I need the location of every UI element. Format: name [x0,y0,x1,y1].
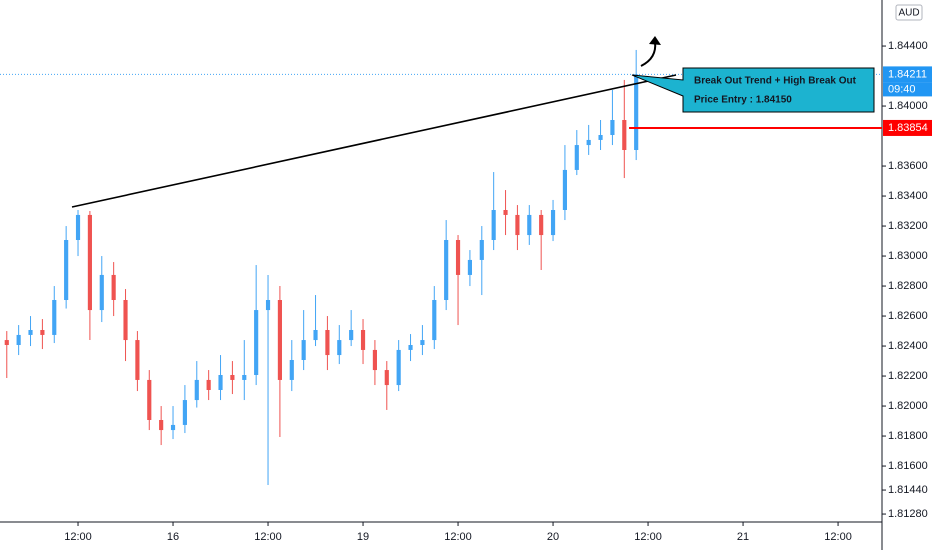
candle-body [349,330,354,341]
candle-body [444,240,449,300]
y-tick-label: 1.83400 [888,190,928,202]
candle-body [408,345,413,350]
candle-body [301,340,306,360]
candle-body [598,135,603,140]
last-price-label: 1.84211 [888,68,927,80]
x-tick-label: 21 [737,531,749,543]
candle-body [40,330,45,335]
candle-body [159,420,164,431]
x-tick-label: 19 [357,531,369,543]
candle-body [242,375,247,380]
candle-body [170,424,176,431]
candle-body [372,349,377,371]
candle-body [562,169,567,210]
candle-body [432,300,437,341]
countdown-box [883,82,932,97]
y-tick-label: 1.81440 [888,484,928,496]
candle-body [337,340,342,356]
candle-body [420,340,425,345]
candle-body [550,210,556,236]
candle-body [75,214,81,240]
candle-body [360,330,366,350]
candle-body [64,240,69,300]
candle-body [491,210,496,240]
candle-body [289,360,294,380]
candle-body [99,274,104,311]
y-tick-label: 1.83000 [888,250,928,262]
candle-body [123,300,128,341]
candle-body [634,74,639,150]
candle-body [503,210,508,215]
y-tick-label: 1.81600 [888,460,928,472]
annotation-text: Price Entry : 1.84150 [694,95,792,106]
candle-body [325,330,330,356]
candle-body [622,120,627,150]
candle-body [384,370,389,386]
candle-body [539,214,544,236]
candle-body [610,120,615,135]
candle-body [313,330,318,341]
annotation-callout [631,67,875,113]
candle-body [254,310,259,375]
candle-body [396,349,401,386]
candle-body [218,375,223,390]
candles-layer [0,49,882,485]
candle-body [182,400,187,425]
candle-body [4,340,9,345]
candle-body [479,240,484,260]
x-tick-label: 12:00 [254,531,282,543]
y-tick-label: 1.82000 [888,400,928,412]
countdown-label: 09:40 [888,83,916,95]
candle-body [467,259,472,275]
y-tick-label: 1.82600 [888,310,928,322]
candle-body [515,214,520,236]
x-tick-label: 12:00 [64,531,92,543]
currency-label: AUD [898,8,919,19]
y-tick-label: 1.82400 [888,340,928,352]
y-tick-label: 1.81800 [888,430,928,442]
candle-body [16,334,21,345]
x-tick-label: 12:00 [824,531,852,543]
candle-body [527,214,532,236]
x-tick-label: 20 [547,531,559,543]
y-tick-label: 1.82200 [888,370,928,382]
y-tick-label: 1.83600 [888,160,928,172]
candle-body [574,145,579,170]
candle-body [52,300,57,335]
y-tick-label: 1.81280 [888,508,928,520]
x-tick-label: 12:00 [634,531,662,543]
candle-body [28,330,33,335]
y-tick-label: 1.82800 [888,280,928,292]
trend-line [71,74,677,208]
candle-body [194,379,199,401]
arrow-head [649,36,661,45]
candle-body [87,214,92,311]
x-tick-label: 12:00 [444,531,472,543]
annotation-text: Break Out Trend + High Break Out [694,76,857,87]
y-tick-label: 1.84000 [888,100,928,112]
currency-box [895,4,923,21]
candle-body [230,375,235,380]
x-tick-label: 16 [167,531,179,543]
last-price-box [883,66,932,83]
candle-body [206,379,211,390]
y-tick-label: 1.84400 [888,40,928,52]
entry-label: 1.83854 [888,122,928,134]
breakout-arrow [640,41,657,67]
entry-box [883,119,932,136]
y-tick-label: 1.83200 [888,220,928,232]
candle-body [135,340,140,380]
candle-body [147,379,152,420]
candle-body [265,300,271,311]
candle-body [111,274,116,300]
candle-body [455,240,461,275]
candle-body [277,300,282,380]
candle-body [586,139,591,146]
